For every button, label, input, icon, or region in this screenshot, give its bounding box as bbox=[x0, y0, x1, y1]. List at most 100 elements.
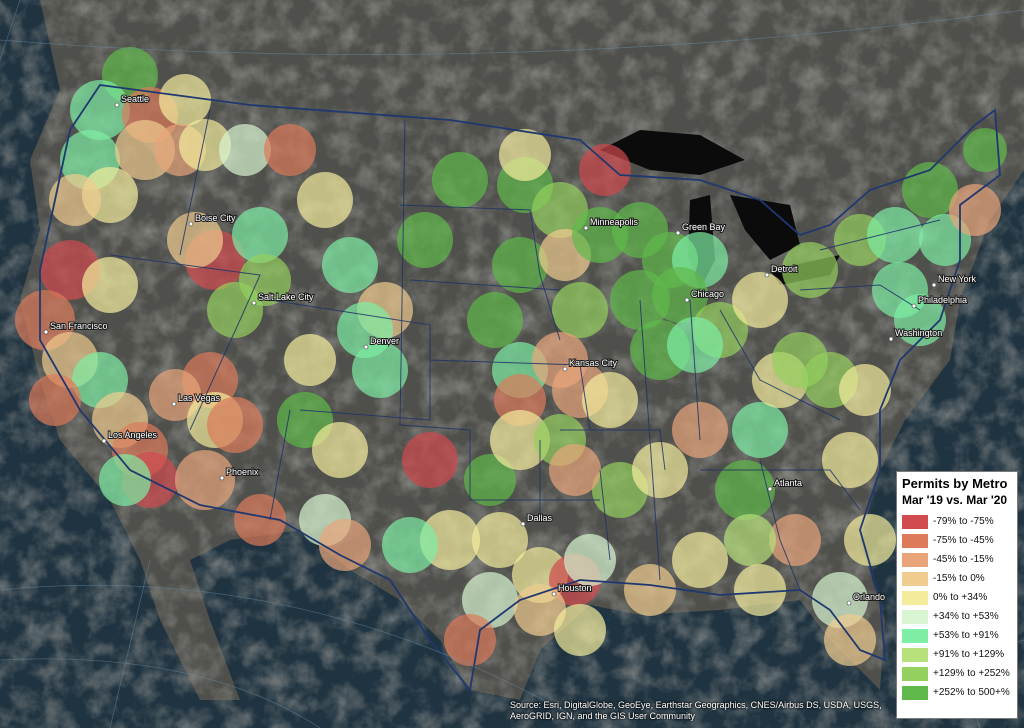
permit-circle bbox=[490, 410, 550, 470]
legend-title: Permits by Metro bbox=[902, 476, 1008, 491]
permit-circle bbox=[297, 172, 353, 228]
permit-circle bbox=[902, 162, 958, 218]
legend-label: +91% to +129% bbox=[933, 649, 1005, 660]
legend-swatch bbox=[902, 552, 928, 567]
permit-circle bbox=[167, 212, 223, 268]
city-marker-icon bbox=[767, 486, 773, 492]
permit-heat-layer bbox=[15, 47, 1007, 666]
permit-circle bbox=[207, 282, 263, 338]
permit-circle bbox=[632, 442, 688, 498]
permit-circle bbox=[149, 369, 201, 421]
permit-circle bbox=[179, 119, 231, 171]
permit-circle bbox=[319, 519, 371, 571]
legend-item: +34% to +53% bbox=[902, 607, 1012, 626]
legend-label: +53% to +91% bbox=[933, 630, 999, 641]
legend-item: -79% to -75% bbox=[902, 512, 1012, 531]
legend-label: -75% to -45% bbox=[933, 535, 994, 546]
permit-circle bbox=[552, 282, 608, 338]
legend-item: -15% to 0% bbox=[902, 569, 1012, 588]
permit-circle bbox=[554, 604, 606, 656]
permit-circle bbox=[582, 372, 638, 428]
permit-circle bbox=[812, 572, 868, 628]
lake-superior bbox=[600, 130, 745, 175]
legend-item: +129% to +252% bbox=[902, 664, 1012, 683]
city-label: Boise City bbox=[195, 213, 236, 223]
city-marker-icon bbox=[562, 366, 568, 372]
permit-circle bbox=[963, 128, 1007, 172]
permit-circle bbox=[464, 454, 516, 506]
legend-item: -45% to -15% bbox=[902, 550, 1012, 569]
permit-circle bbox=[432, 152, 488, 208]
permit-circle bbox=[352, 342, 408, 398]
permit-circle bbox=[579, 144, 631, 196]
permit-circle bbox=[844, 514, 896, 566]
city-marker-icon bbox=[888, 336, 894, 342]
permit-circle bbox=[732, 272, 788, 328]
permit-circle bbox=[264, 124, 316, 176]
permit-circle bbox=[207, 397, 263, 453]
permit-circle bbox=[672, 402, 728, 458]
city-marker-icon bbox=[846, 600, 852, 606]
city-label: Chicago bbox=[691, 289, 724, 299]
legend-label: +252% to 500+% bbox=[933, 687, 1010, 698]
map-attribution: Source: Esri, DigitalGlobe, GeoEye, Eart… bbox=[510, 700, 882, 721]
permit-circle bbox=[492, 237, 548, 293]
city-label: Green Bay bbox=[682, 222, 726, 232]
permit-circle bbox=[564, 534, 616, 586]
permit-circle bbox=[652, 267, 708, 323]
permit-circle bbox=[532, 182, 588, 238]
legend-swatch bbox=[902, 609, 928, 624]
legend-swatch bbox=[902, 647, 928, 662]
legend-swatch bbox=[902, 514, 928, 529]
permit-circle bbox=[867, 207, 923, 263]
permit-circle bbox=[49, 174, 101, 226]
permit-circle bbox=[894, 294, 946, 346]
permit-circle bbox=[234, 494, 286, 546]
city-marker-icon bbox=[764, 272, 770, 278]
city-label: Atlanta bbox=[774, 478, 802, 488]
legend-label: +129% to +252% bbox=[933, 668, 1010, 679]
permit-circle bbox=[232, 207, 288, 263]
permit-circle bbox=[312, 422, 368, 478]
legend-item: +53% to +91% bbox=[902, 626, 1012, 645]
permit-circle bbox=[467, 292, 523, 348]
city-marker-icon bbox=[171, 401, 177, 407]
permit-circle bbox=[284, 334, 336, 386]
permit-circle bbox=[159, 74, 211, 126]
legend-item: +252% to 500+% bbox=[902, 683, 1012, 702]
city-marker-icon bbox=[583, 225, 589, 231]
permit-circle bbox=[382, 517, 438, 573]
legend-items: -79% to -75% -75% to -45% -45% to -15% -15%… bbox=[902, 512, 1012, 702]
permit-circle bbox=[667, 317, 723, 373]
permit-circle bbox=[219, 124, 271, 176]
lake-huron bbox=[730, 195, 800, 260]
legend-panel: Permits by Metro Mar '19 vs. Mar '20 -79… bbox=[896, 471, 1018, 719]
city-label: Seattle bbox=[121, 94, 149, 104]
city-label: San Francisco bbox=[50, 321, 108, 331]
legend-item: +91% to +129% bbox=[902, 645, 1012, 664]
city-label: Phoenix bbox=[226, 467, 259, 477]
city-label: Las Vegas bbox=[178, 393, 221, 403]
permit-circle bbox=[472, 512, 528, 568]
permit-circle bbox=[732, 402, 788, 458]
city-label: Kansas City bbox=[569, 358, 618, 368]
city-label: Los Angeles bbox=[108, 430, 158, 440]
city-label: Denver bbox=[370, 336, 399, 346]
legend-label: -15% to 0% bbox=[933, 573, 985, 584]
legend-label: 0% to +34% bbox=[933, 592, 988, 603]
city-label: Washington bbox=[895, 328, 942, 338]
city-label: Detroit bbox=[771, 264, 798, 274]
state-lines bbox=[109, 109, 941, 591]
city-marker-icon bbox=[219, 475, 225, 481]
legend-swatch bbox=[902, 628, 928, 643]
legend-item: -75% to -45% bbox=[902, 531, 1012, 550]
legend-swatch bbox=[902, 571, 928, 586]
permit-circle bbox=[839, 364, 891, 416]
permit-circle bbox=[397, 212, 453, 268]
permit-circle bbox=[444, 614, 496, 666]
city-marker-icon bbox=[551, 591, 557, 597]
permit-circle bbox=[82, 257, 138, 313]
permit-circle bbox=[734, 564, 786, 616]
permit-circle bbox=[322, 237, 378, 293]
